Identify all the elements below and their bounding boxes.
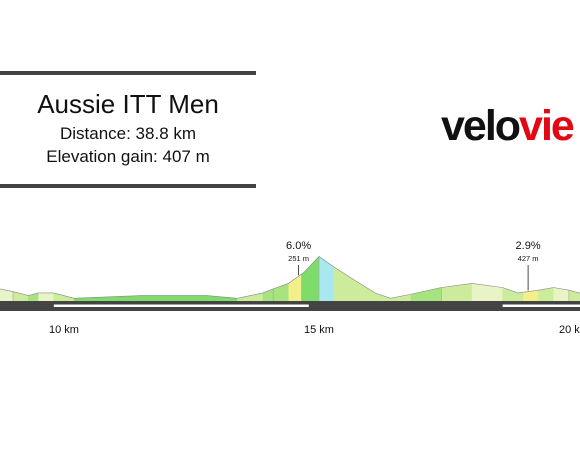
profile-segment: [359, 283, 376, 302]
profile-segment: [12, 291, 29, 302]
profile-outline: [0, 256, 580, 299]
profile-segment: [410, 287, 442, 302]
x-tick-label: 10 km: [49, 324, 79, 336]
climb-length-label: 427 m: [518, 254, 539, 263]
profile-segment: [502, 287, 519, 302]
info-top-rule: [0, 71, 256, 75]
x-tick-label: 20 km: [559, 324, 580, 336]
profile-segment: [140, 295, 207, 302]
stage-info: Aussie ITT Men Distance: 38.8 km Elevati…: [0, 0, 580, 200]
profile-segment: [303, 255, 320, 302]
info-bottom-rule: [0, 184, 256, 188]
track-marker: [53, 304, 309, 307]
profile-segment: [206, 295, 238, 302]
climb-length-label: 251 m: [288, 254, 309, 263]
profile-segment: [471, 283, 503, 302]
track-marker: [502, 304, 580, 307]
profile-segment: [318, 256, 335, 302]
profile-segment: [74, 295, 141, 302]
elevation-gain-text: Elevation gain: 407 m: [46, 147, 210, 166]
profile-segment: [374, 292, 391, 302]
profile-segment: [441, 283, 473, 302]
gradient-label: 2.9%: [516, 240, 541, 252]
profile-segment: [38, 292, 54, 302]
profile-segment: [237, 292, 264, 302]
stage-title: Aussie ITT Men: [37, 89, 219, 119]
climb-accent: [523, 290, 539, 301]
distance-text: Distance: 38.8 km: [59, 124, 197, 143]
climb-accent: [288, 274, 302, 301]
logo-part-velo: velo: [441, 102, 521, 150]
gradient-label: 6.0%: [286, 240, 311, 252]
velovie-logo: velovie: [441, 102, 575, 150]
profile-segment: [53, 292, 75, 302]
profile-segment: [334, 266, 360, 302]
x-tick-label: 15 km: [304, 324, 334, 336]
logo-part-vie: vie: [519, 102, 575, 150]
